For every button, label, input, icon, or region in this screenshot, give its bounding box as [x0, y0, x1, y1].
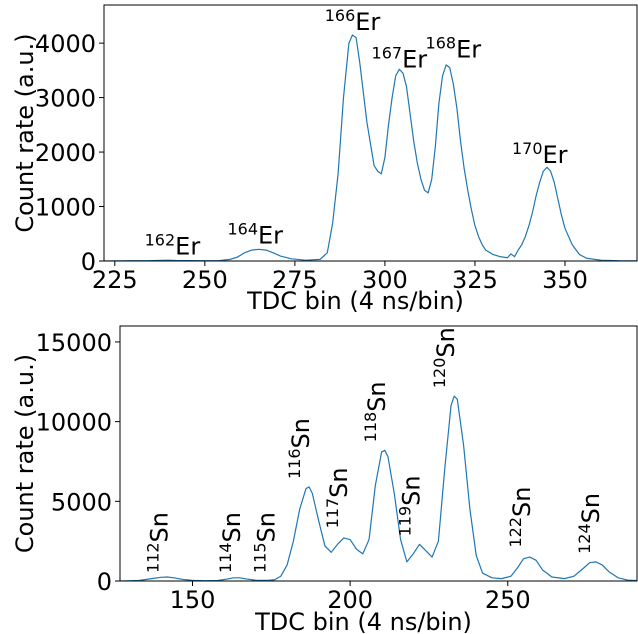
x-tick-label: 325 — [452, 266, 498, 294]
chart-bottom: 150 200 250 0 5000 10000 15000 TDC bin (4 ns/bi… — [11, 325, 638, 634]
isotope-label: 124Sn — [575, 493, 605, 554]
isotope-label: 166Er — [325, 6, 381, 36]
isotope-mass: 168 — [426, 33, 457, 52]
isotope-label: 116Sn — [285, 418, 315, 479]
isotope-element: Er — [175, 232, 200, 260]
isotope-mass: 170 — [512, 139, 543, 158]
isotope-element: Sn — [363, 381, 391, 411]
isotope-mass: 124 — [575, 523, 594, 554]
y-tick-label: 15000 — [36, 329, 112, 357]
y-tick-label: 5000 — [51, 488, 112, 516]
isotope-element: Sn — [145, 512, 173, 542]
isotope-element: Sn — [287, 418, 315, 448]
isotope-element: Er — [355, 8, 380, 36]
isotope-mass: 118 — [361, 412, 380, 443]
isotope-mass: 117 — [323, 498, 342, 529]
y-tick-label: 2000 — [35, 139, 96, 167]
isotope-label: 119Sn — [395, 475, 425, 536]
isotope-element: Sn — [325, 467, 353, 497]
x-axis-label: TDC bin (4 ns/bin) — [246, 287, 464, 315]
isotope-mass: 164 — [227, 220, 258, 239]
isotope-label: 117Sn — [323, 467, 353, 528]
series-line-top-0 — [104, 34, 637, 261]
x-tick-label: 200 — [327, 586, 373, 614]
isotope-mass: 115 — [250, 542, 269, 573]
isotope-element: Er — [543, 141, 568, 169]
y-axis-label: Count rate (a.u.) — [11, 354, 39, 553]
isotope-mass: 112 — [143, 542, 162, 573]
isotope-element: Sn — [577, 493, 605, 523]
x-tick-label: 150 — [170, 586, 216, 614]
isotope-element: Sn — [218, 512, 246, 542]
isotope-element: Sn — [252, 512, 280, 542]
x-tick-label: 250 — [485, 586, 531, 614]
isotope-label: 164Er — [227, 220, 283, 250]
isotope-element: Sn — [432, 327, 460, 357]
isotope-element: Er — [402, 46, 427, 74]
isotope-label: 112Sn — [143, 512, 173, 573]
isotope-mass: 167 — [372, 44, 403, 63]
isotope-mass: 162 — [145, 230, 176, 249]
isotope-label: 168Er — [426, 33, 482, 63]
y-tick-label: 10000 — [36, 409, 112, 437]
isotope-label: 114Sn — [216, 512, 246, 573]
chart-top: 225 250 275 300 325 350 0 1000 2000 3000 4000 TDC b… — [11, 4, 638, 315]
y-tick-label: 4000 — [35, 30, 96, 58]
axes-frame-top — [103, 4, 638, 262]
isotope-mass: 114 — [216, 542, 235, 573]
x-tick-label: 225 — [92, 266, 138, 294]
isotope-label: 167Er — [372, 44, 428, 74]
x-tick-label: 300 — [362, 266, 408, 294]
series-line-bottom-0 — [120, 395, 637, 581]
isotope-element: Sn — [508, 487, 536, 517]
isotope-element: Er — [258, 222, 283, 250]
isotope-mass: 120 — [430, 358, 449, 389]
isotope-label: 170Er — [512, 139, 568, 169]
y-axis-label: Count rate (a.u.) — [11, 33, 39, 232]
x-tick-label: 350 — [542, 266, 588, 294]
isotope-label: 122Sn — [506, 487, 536, 548]
isotope-element: Sn — [397, 475, 425, 505]
x-tick-label: 250 — [182, 266, 228, 294]
y-tick-label: 1000 — [35, 194, 96, 222]
isotope-label: 118Sn — [361, 381, 391, 442]
isotope-label: 162Er — [145, 230, 201, 260]
x-tick-label: 275 — [272, 266, 318, 294]
y-tick-label: 0 — [97, 568, 112, 596]
y-tick-label: 3000 — [35, 85, 96, 113]
isotope-mass: 166 — [325, 6, 356, 25]
isotope-mass: 119 — [395, 506, 414, 537]
isotope-mass: 116 — [285, 448, 304, 479]
isotope-label: 120Sn — [430, 327, 460, 388]
x-axis-label: TDC bin (4 ns/bin) — [254, 608, 472, 634]
isotope-mass: 122 — [506, 517, 525, 548]
isotope-label: 115Sn — [250, 512, 280, 573]
y-tick-label: 0 — [81, 248, 96, 276]
isotope-element: Er — [456, 35, 481, 63]
axes-frame-bottom — [119, 325, 638, 582]
